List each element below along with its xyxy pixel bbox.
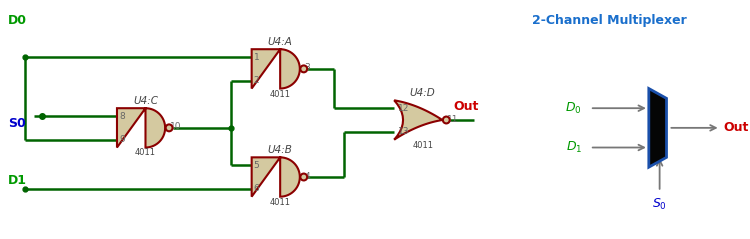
PathPatch shape	[252, 157, 300, 197]
Circle shape	[300, 65, 307, 72]
Text: 9: 9	[119, 135, 124, 144]
Text: U4:B: U4:B	[268, 145, 292, 155]
Text: 11: 11	[447, 114, 459, 124]
Text: 3: 3	[304, 63, 310, 72]
Text: $S_0$: $S_0$	[652, 197, 667, 212]
Text: U4:A: U4:A	[268, 37, 292, 47]
Text: U4:D: U4:D	[410, 88, 436, 98]
Text: 8: 8	[119, 112, 124, 120]
Circle shape	[442, 117, 450, 123]
Circle shape	[166, 125, 172, 131]
PathPatch shape	[117, 108, 165, 147]
Text: 4: 4	[304, 172, 310, 180]
Text: $D_0$: $D_0$	[566, 101, 582, 116]
Text: S0: S0	[8, 117, 26, 130]
Text: 13: 13	[398, 127, 410, 136]
Text: 4011: 4011	[270, 198, 291, 207]
Text: 12: 12	[398, 104, 410, 113]
Circle shape	[300, 174, 307, 180]
Text: Out: Out	[724, 121, 749, 134]
Text: 4011: 4011	[270, 90, 291, 98]
Text: 2: 2	[254, 76, 260, 85]
PathPatch shape	[252, 49, 300, 88]
Text: 6: 6	[254, 184, 260, 193]
Text: 1: 1	[254, 53, 260, 62]
Text: 10: 10	[170, 122, 182, 131]
Text: 2-Channel Multiplexer: 2-Channel Multiplexer	[532, 14, 687, 27]
Text: U4:C: U4:C	[133, 96, 158, 106]
Text: $D_1$: $D_1$	[566, 140, 582, 155]
Text: 4011: 4011	[135, 148, 156, 158]
Text: 5: 5	[254, 161, 260, 170]
Polygon shape	[649, 88, 667, 167]
Text: Out: Out	[454, 100, 479, 113]
Text: D0: D0	[8, 14, 27, 27]
Text: 4011: 4011	[413, 141, 434, 150]
Polygon shape	[394, 100, 442, 140]
Text: D1: D1	[8, 174, 27, 187]
